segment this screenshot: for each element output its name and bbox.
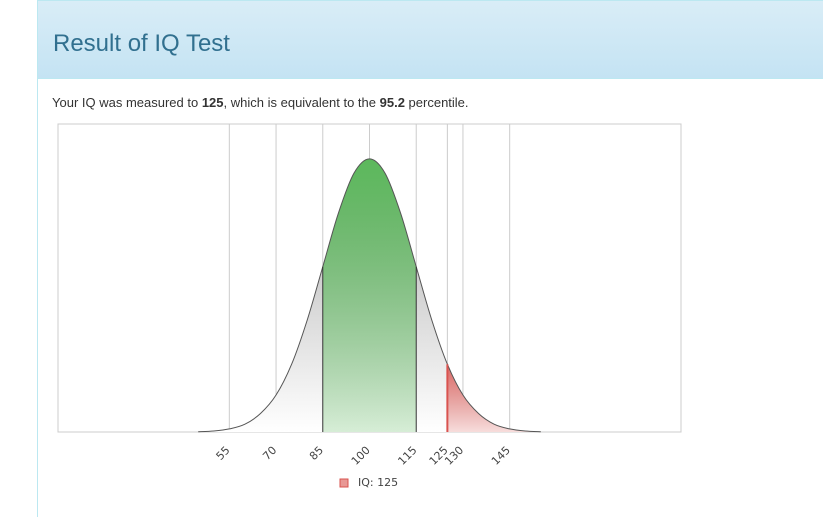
legend-swatch [339,478,349,488]
text: percentile. [404,95,469,110]
x-tick-label: 85 [307,444,326,463]
x-tick-label: 130 [442,444,466,468]
legend-label: IQ: 125 [358,476,398,489]
result-text: Your IQ was measured to 125, which is eq… [52,95,469,110]
x-tick-label: 55 [214,444,233,463]
panel: Result of IQ Test [37,0,823,517]
x-tick-label: 145 [489,444,513,468]
band-area [322,158,417,432]
score-area [447,364,541,432]
x-tick-label: 115 [395,444,419,468]
curve [198,158,541,433]
percentile: 95.2 [379,95,405,110]
panel-title: Result of IQ Test [53,30,230,57]
text: Your IQ was measured to [52,95,202,110]
panel-header: Result of IQ Test [38,0,823,79]
text: , which is equivalent to the [223,95,380,110]
x-tick-label: 70 [260,444,279,463]
x-tick-label: 100 [349,444,373,468]
score: 125 [201,95,224,110]
